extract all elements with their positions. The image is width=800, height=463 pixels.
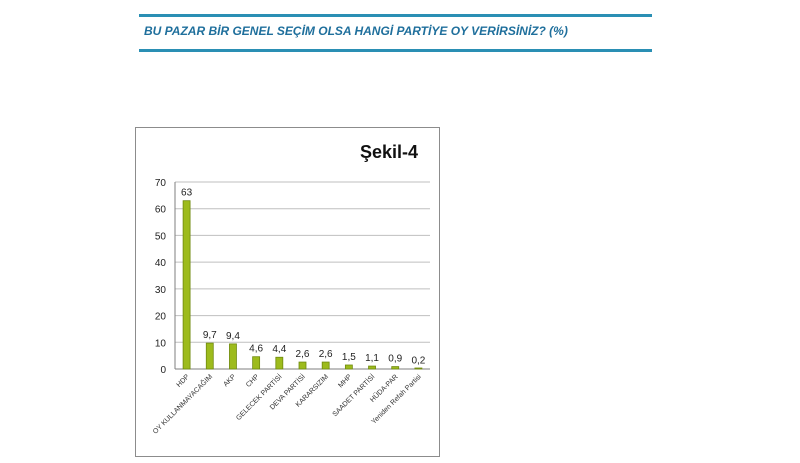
category-label: HDP <box>176 373 192 389</box>
bar-value-label: 2,6 <box>296 349 310 360</box>
bar <box>182 200 191 370</box>
bar <box>368 365 376 370</box>
bar-value-label: 0,9 <box>388 354 402 365</box>
category-label: SAADET PARTİSİ <box>330 372 376 418</box>
header-bottom-rule <box>139 49 652 52</box>
bar <box>344 364 353 370</box>
y-tick-label: 10 <box>155 338 167 349</box>
y-tick-label: 70 <box>155 178 167 189</box>
bar <box>252 356 261 370</box>
y-tick-label: 50 <box>155 231 167 242</box>
bar <box>391 366 400 370</box>
bar <box>321 361 330 370</box>
bar-value-label: 4,4 <box>272 344 286 355</box>
bar-value-label: 2,6 <box>319 349 333 360</box>
y-tick-label: 0 <box>160 365 166 376</box>
bar <box>205 342 214 370</box>
category-label: AKP <box>223 373 238 388</box>
bar <box>275 356 284 370</box>
bar-value-label: 9,4 <box>226 331 240 342</box>
y-tick-label: 30 <box>155 285 167 296</box>
survey-question: BU PAZAR BİR GENEL SEÇİM OLSA HANGİ PART… <box>144 24 568 38</box>
bar-value-label: 63 <box>181 188 193 199</box>
bar <box>229 343 237 370</box>
bar <box>298 361 307 370</box>
y-tick-label: 20 <box>155 312 167 323</box>
bar-value-label: 9,7 <box>203 330 217 341</box>
y-tick-label: 40 <box>155 258 167 269</box>
chart-title: Şekil-4 <box>360 142 419 162</box>
category-label: MHP <box>337 373 353 389</box>
bar-value-label: 0,2 <box>411 355 425 366</box>
bar-value-label: 1,1 <box>365 353 379 364</box>
category-label: CHP <box>245 373 261 389</box>
header-top-rule <box>139 14 652 17</box>
bar-value-label: 4,6 <box>249 344 263 355</box>
bar-value-label: 1,5 <box>342 352 356 363</box>
bar <box>414 367 423 370</box>
y-tick-label: 60 <box>155 205 167 216</box>
